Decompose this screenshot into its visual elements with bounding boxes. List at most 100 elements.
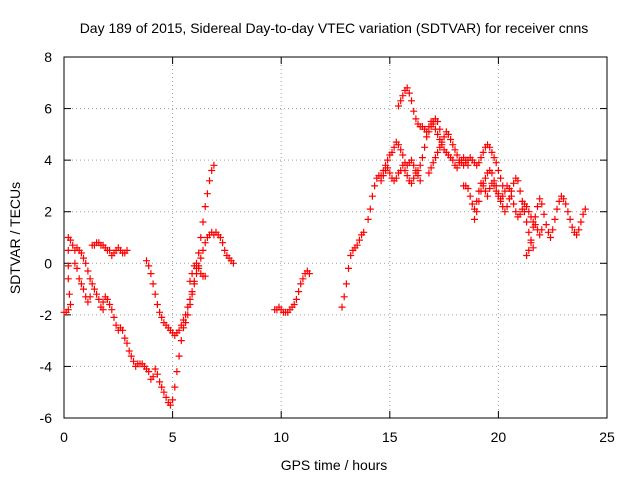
data-point xyxy=(529,223,537,231)
data-point xyxy=(106,246,114,254)
data-point xyxy=(447,136,455,143)
data-point xyxy=(175,352,183,360)
data-point xyxy=(151,290,159,298)
data-point xyxy=(512,208,520,216)
data-point xyxy=(438,138,446,146)
data-point xyxy=(466,192,474,200)
data-point xyxy=(145,262,153,270)
data-point xyxy=(158,313,166,321)
data-point xyxy=(475,159,483,167)
data-point xyxy=(384,156,392,164)
y-tick-label: -4 xyxy=(40,358,53,374)
data-point xyxy=(93,290,101,298)
y-axis-label: SDTVAR / TECUs xyxy=(7,182,23,294)
data-point xyxy=(494,167,502,174)
data-point xyxy=(434,130,442,138)
data-point xyxy=(547,234,554,241)
data-point xyxy=(490,154,498,162)
x-tick-labels: 0 5 10 15 20 25 xyxy=(60,429,615,445)
data-point xyxy=(364,215,372,223)
data-point xyxy=(171,383,179,391)
data-point xyxy=(399,161,407,169)
data-point xyxy=(479,179,487,187)
data-point xyxy=(408,156,415,164)
data-point xyxy=(345,264,352,272)
data-point xyxy=(555,197,563,205)
data-point xyxy=(510,179,518,187)
data-point xyxy=(188,290,196,298)
data-point xyxy=(184,311,192,319)
data-point xyxy=(529,244,537,252)
data-point xyxy=(73,264,81,272)
data-point xyxy=(180,324,187,332)
data-point xyxy=(410,174,418,182)
data-point xyxy=(188,270,196,278)
data-point xyxy=(425,123,433,131)
data-point xyxy=(384,164,392,172)
data-point xyxy=(538,200,546,208)
data-point xyxy=(342,280,350,288)
data-point xyxy=(468,200,476,208)
data-point xyxy=(423,128,431,136)
data-point xyxy=(84,267,92,275)
x-tick-label: 10 xyxy=(273,429,289,445)
data-point xyxy=(379,172,387,180)
data-point xyxy=(153,301,161,308)
data-point xyxy=(399,151,407,159)
data-point xyxy=(347,252,355,259)
x-tick-label: 25 xyxy=(599,429,615,445)
x-axis-label: GPS time / hours xyxy=(281,457,388,473)
data-point xyxy=(88,280,96,288)
data-point xyxy=(193,259,200,267)
data-point xyxy=(388,148,396,156)
data-point xyxy=(201,272,209,280)
data-point xyxy=(80,254,87,262)
data-point xyxy=(99,306,107,314)
data-point xyxy=(486,185,494,192)
x-tick-label: 15 xyxy=(382,429,398,445)
data-point xyxy=(395,102,402,110)
data-point xyxy=(368,192,376,200)
data-point xyxy=(386,169,394,177)
data-point xyxy=(534,203,541,211)
data-point xyxy=(197,234,205,241)
data-point xyxy=(149,280,157,288)
data-point xyxy=(121,334,129,342)
data-point xyxy=(451,146,459,154)
data-point xyxy=(418,154,426,162)
data-point xyxy=(429,120,437,128)
data-point xyxy=(505,185,513,192)
data-point xyxy=(403,84,411,92)
data-point xyxy=(544,228,552,236)
data-point xyxy=(119,326,127,334)
data-point xyxy=(527,236,535,244)
data-point xyxy=(153,370,161,378)
data-point xyxy=(195,249,203,257)
data-point xyxy=(568,223,576,231)
data-point xyxy=(203,190,211,198)
data-point xyxy=(108,306,116,314)
data-point xyxy=(399,92,407,100)
data-point xyxy=(414,167,422,174)
data-point xyxy=(158,383,166,391)
data-point xyxy=(477,187,485,195)
x-tick-label: 0 xyxy=(60,429,68,445)
data-point xyxy=(401,167,409,174)
data-point xyxy=(427,164,435,172)
data-point xyxy=(173,368,181,376)
data-point xyxy=(64,246,72,254)
data-point xyxy=(84,298,92,306)
data-point xyxy=(484,192,491,200)
axis-ticks xyxy=(63,56,608,419)
data-point xyxy=(425,169,433,177)
data-point xyxy=(156,378,164,386)
data-point xyxy=(477,154,485,162)
data-point xyxy=(299,275,307,283)
data-point xyxy=(473,208,481,216)
data-point xyxy=(143,257,150,265)
data-point xyxy=(295,288,303,296)
data-point xyxy=(371,182,379,190)
data-point xyxy=(71,259,79,267)
data-point xyxy=(201,203,209,211)
